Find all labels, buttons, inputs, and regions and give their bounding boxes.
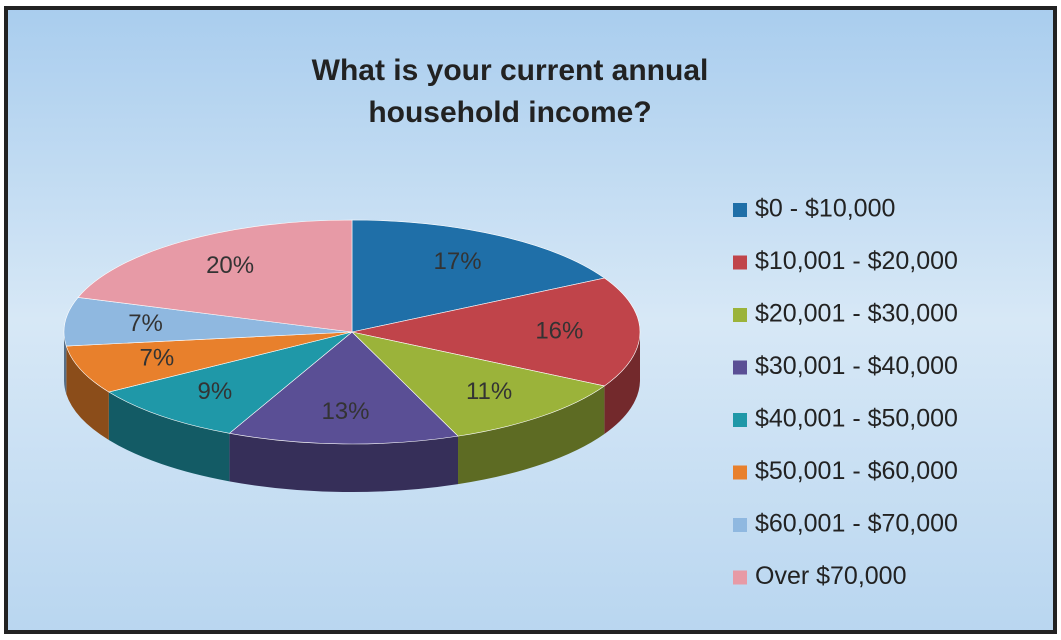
chart-title: What is your current annual household in… (311, 54, 709, 129)
legend-label: $60,001 - $70,000 (755, 510, 958, 538)
legend-swatch (733, 308, 747, 322)
pie-slice-side (604, 332, 640, 434)
legend-label: $30,001 - $40,000 (755, 352, 958, 380)
data-label: 7% (140, 345, 175, 372)
pie-slice (351, 219, 606, 333)
data-label: 16% (535, 317, 583, 344)
pie-slice (351, 331, 606, 437)
data-label: 7% (128, 310, 163, 337)
pie-slice (65, 331, 353, 393)
pie-slice (108, 331, 353, 434)
data-label: 11% (466, 378, 512, 405)
legend-swatch (733, 518, 747, 532)
legend-swatch (733, 360, 747, 375)
legend-label: $50,001 - $60,000 (755, 457, 958, 485)
pie-slice-side (64, 332, 67, 395)
data-label: 13% (321, 398, 369, 425)
data-label: 20% (206, 252, 254, 279)
pie-slice (63, 297, 353, 347)
legend-swatch (733, 413, 747, 427)
legend-label: $10,001 - $20,000 (755, 247, 958, 275)
legend-swatch (733, 255, 747, 270)
legend-label: Over $70,000 (755, 562, 907, 590)
pie-slice-side (458, 385, 605, 485)
legend-swatch (733, 203, 747, 217)
pie-slice-side (229, 433, 459, 493)
pie-slice (351, 277, 641, 387)
legend-swatch (733, 465, 747, 480)
legend-label: $40,001 - $50,000 (755, 405, 958, 433)
legend-label: $0 - $10,000 (755, 195, 895, 223)
data-label: 17% (434, 248, 482, 275)
pie-slice (77, 219, 353, 333)
pie-slice-side (108, 392, 230, 482)
pie-slice (228, 331, 459, 445)
legend-swatch (733, 570, 747, 585)
legend-label: $20,001 - $30,000 (755, 300, 958, 328)
pie-slice-side (66, 346, 109, 441)
data-label: 9% (198, 378, 233, 405)
